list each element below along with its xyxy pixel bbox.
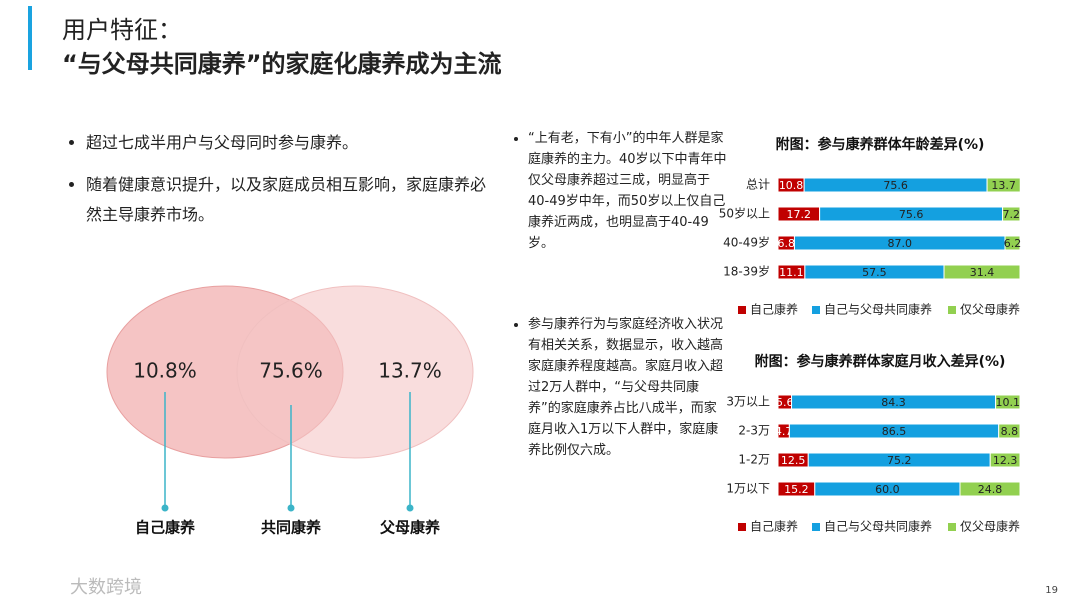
- y-tick-label: 1-2万: [738, 453, 770, 467]
- y-tick-label: 1万以下: [726, 482, 770, 496]
- value-label: 17.2: [787, 208, 812, 221]
- title-line1: 用户特征：: [62, 16, 182, 44]
- bar-segment: [995, 394, 1021, 410]
- pointer-dot: [161, 504, 169, 512]
- bullet: “上有老，下有小”的中年人群是家庭康养的主力。40岁以下中青年中仅父母康养超过三…: [528, 128, 728, 254]
- legend-label: 仅父母康养: [960, 519, 1020, 534]
- value-label: 7.2: [1003, 208, 1021, 221]
- value-label: 87.0: [887, 237, 912, 250]
- value-label: 5.6: [776, 396, 794, 409]
- bullet: 参与康养行为与家庭经济收入状况有相关关系，数据显示，收入越高家庭康养程度越高。家…: [528, 314, 728, 461]
- value-label: 15.2: [784, 483, 809, 496]
- value-label: 6.2: [1004, 237, 1022, 250]
- y-tick-label: 40-49岁: [723, 235, 770, 250]
- bar-segment: [986, 177, 1021, 193]
- value-label: 12.3: [993, 454, 1018, 467]
- y-tick-label: 总计: [746, 178, 770, 192]
- middle-bullets: “上有老，下有小”的中年人群是家庭康养的主力。40岁以下中青年中仅父母康养超过三…: [512, 128, 728, 473]
- value-label: 75.6: [883, 179, 908, 192]
- chart-title: 附图：参与康养群体年龄差异(%): [776, 136, 985, 153]
- bullet: 随着健康意识提升，以及家庭成员相互影响，家庭康养必然主导康养市场。: [86, 170, 486, 230]
- value-label: 11.1: [779, 266, 804, 279]
- bar-segment: [959, 481, 1021, 497]
- value-label: 75.6: [899, 208, 924, 221]
- legend-swatch: [948, 306, 956, 314]
- value-label: 31.4: [970, 266, 995, 279]
- legend-swatch: [738, 306, 746, 314]
- legend-label: 自己与父母共同康养: [824, 519, 932, 534]
- venn-value: 13.7%: [378, 359, 442, 383]
- legend-label: 自己康养: [750, 519, 798, 534]
- y-tick-label: 50岁以上: [719, 206, 770, 221]
- bar-segment: [1004, 235, 1021, 251]
- legend-swatch: [812, 306, 820, 314]
- bullet: 超过七成半用户与父母同时参与康养。: [86, 128, 486, 158]
- bar-segment: [989, 452, 1021, 468]
- legend-swatch: [812, 523, 820, 531]
- value-label: 75.2: [887, 454, 912, 467]
- value-label: 57.5: [862, 266, 887, 279]
- venn-circle: [236, 285, 474, 459]
- bar-segment: [943, 264, 1021, 280]
- legend-swatch: [738, 523, 746, 531]
- legend-label: 自己与父母共同康养: [824, 302, 932, 317]
- y-tick-label: 3万以上: [726, 395, 770, 409]
- venn-value: 10.8%: [133, 359, 197, 383]
- pointer-dot: [406, 504, 414, 512]
- chart-title: 附图：参与康养群体家庭月收入差异(%): [755, 353, 1006, 370]
- venn-value: 75.6%: [259, 359, 323, 383]
- bar-segment: [1002, 206, 1021, 222]
- value-label: 86.5: [882, 425, 907, 438]
- value-label: 4.7: [775, 425, 793, 438]
- page-number: 19: [1045, 585, 1058, 596]
- y-tick-label: 2-3万: [738, 424, 770, 438]
- value-label: 13.7: [991, 179, 1016, 192]
- value-label: 84.3: [881, 396, 906, 409]
- left-bullets: 超过七成半用户与父母同时参与康养。随着健康意识提升，以及家庭成员相互影响，家庭康…: [70, 128, 486, 242]
- venn-name: 父母康养: [379, 519, 441, 537]
- value-label: 8.8: [1001, 425, 1019, 438]
- accent-bar: [28, 6, 32, 70]
- value-label: 6.8: [777, 237, 795, 250]
- logo: 大数跨境: [70, 577, 142, 598]
- title-line2: “与父母共同康养”的家庭化康养成为主流: [62, 50, 502, 78]
- y-tick-label: 18-39岁: [723, 264, 770, 279]
- value-label: 10.1: [996, 396, 1021, 409]
- pointer-dot: [287, 504, 295, 512]
- legend-swatch: [948, 523, 956, 531]
- venn-name: 共同康养: [261, 519, 322, 537]
- bar-segment: [998, 423, 1021, 439]
- value-label: 10.8: [779, 179, 804, 192]
- value-label: 24.8: [978, 483, 1003, 496]
- value-label: 60.0: [875, 483, 900, 496]
- venn-name: 自己康养: [135, 519, 196, 537]
- legend-label: 自己康养: [750, 302, 798, 317]
- value-label: 12.5: [781, 454, 806, 467]
- legend-label: 仅父母康养: [960, 302, 1020, 317]
